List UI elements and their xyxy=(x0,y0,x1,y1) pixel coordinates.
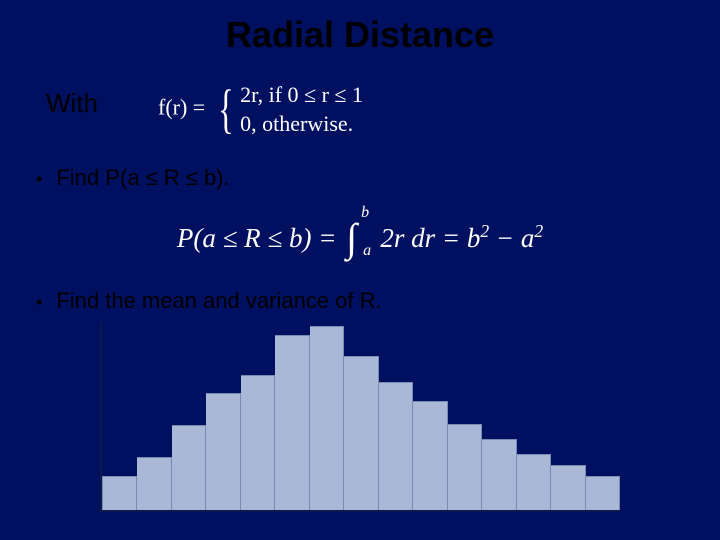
histogram-bar xyxy=(551,465,585,510)
histogram-bar xyxy=(344,356,378,510)
bullet-2: • Find the mean and variance of R. xyxy=(36,288,382,314)
pdf-row1-cond: if 0 ≤ r ≤ 1 xyxy=(269,82,363,107)
histogram-bar xyxy=(482,439,516,510)
histogram-bar xyxy=(102,476,137,510)
histogram-bar xyxy=(517,454,551,510)
pdf-piecewise: 2r, if 0 ≤ r ≤ 1 0, otherwise. xyxy=(240,81,363,138)
bullet-1: • Find P(a ≤ R ≤ b). xyxy=(36,165,230,191)
integral-icon: ∫ b a xyxy=(346,210,357,257)
int-upper: b xyxy=(361,204,369,222)
pdf-row2-val: 0, xyxy=(240,111,257,136)
histogram-bar xyxy=(448,424,482,510)
histogram-bar xyxy=(379,382,413,510)
x-axis xyxy=(100,510,620,512)
bullet-2-text: Find the mean and variance of R. xyxy=(56,288,381,313)
histogram-chart xyxy=(100,322,620,512)
eq-minus: − a xyxy=(489,223,534,253)
histogram-bar xyxy=(206,393,240,510)
page-title: Radial Distance xyxy=(0,0,720,56)
histogram-bar xyxy=(413,401,447,510)
probability-equation: P(a ≤ R ≤ b) = ∫ b a 2r dr = b2 − a2 xyxy=(0,210,720,257)
pdf-row2-cond: otherwise. xyxy=(262,111,353,136)
bullet-1-text: Find P(a ≤ R ≤ b). xyxy=(56,165,229,190)
pdf-definition-row: With f(r) = { 2r, if 0 ≤ r ≤ 1 0, otherw… xyxy=(46,75,363,132)
pdf-row1-val: 2r, xyxy=(240,82,263,107)
with-label: With xyxy=(46,88,98,119)
histogram-bar xyxy=(275,335,309,510)
pdf-formula: f(r) = { 2r, if 0 ≤ r ≤ 1 0, otherwise. xyxy=(158,81,363,138)
histogram-bar xyxy=(586,476,620,510)
eq-integrand: 2r dr xyxy=(380,223,435,253)
eq-sup1: 2 xyxy=(480,221,489,241)
eq-lhs: P(a ≤ R ≤ b) = xyxy=(177,223,337,253)
histogram-bar xyxy=(310,326,344,510)
eq-rhs1: = b xyxy=(442,223,480,253)
histogram-bars xyxy=(102,322,620,510)
pdf-lhs: f(r) = xyxy=(158,95,205,120)
histogram-bar xyxy=(172,425,206,510)
brace-icon: { xyxy=(218,93,234,125)
bullet-icon: • xyxy=(36,292,42,312)
int-lower: a xyxy=(363,242,371,260)
bullet-icon: • xyxy=(36,169,42,189)
histogram-bar xyxy=(241,375,275,510)
eq-sup2: 2 xyxy=(534,221,543,241)
histogram-bar xyxy=(137,457,171,510)
